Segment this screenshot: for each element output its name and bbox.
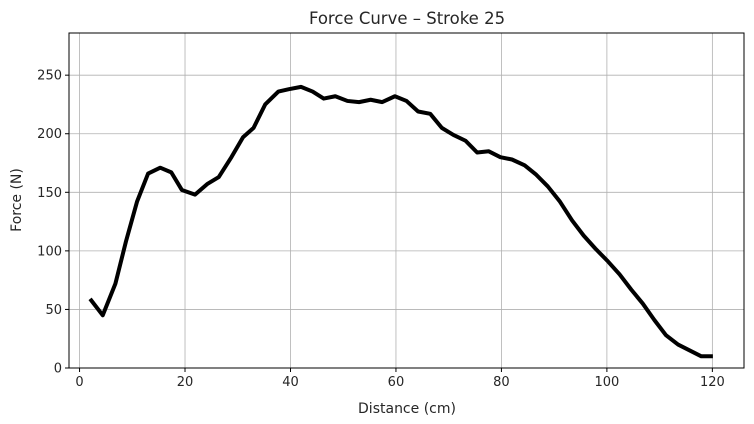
plot-frame	[68, 32, 745, 369]
x-tick-label: 20	[177, 375, 194, 390]
x-tick-label: 80	[493, 375, 510, 390]
force-series-line	[88, 84, 713, 359]
y-tick-label: 50	[45, 303, 62, 318]
y-tick-label: 0	[54, 362, 62, 377]
x-tick-label: 40	[282, 375, 299, 390]
x-tick-label: 60	[388, 375, 405, 390]
x-tick-label: 100	[594, 375, 619, 390]
x-axis: 0 20 40 60 80 100 120	[75, 368, 725, 390]
x-tick-label: 0	[75, 375, 83, 390]
series-layer	[88, 84, 713, 359]
y-tick-label: 150	[37, 186, 62, 201]
y-tick-label: 100	[37, 244, 62, 259]
grid	[69, 33, 744, 369]
x-tick-label: 120	[700, 375, 725, 390]
chart-title: Force Curve – Stroke 25	[309, 9, 505, 28]
y-axis-label: Force (N)	[9, 168, 25, 232]
x-axis-label: Distance (cm)	[358, 401, 456, 417]
y-tick-label: 200	[37, 127, 62, 142]
y-tick-label: 250	[37, 69, 62, 84]
y-axis: 0 50 100 150 200 250	[37, 69, 69, 377]
